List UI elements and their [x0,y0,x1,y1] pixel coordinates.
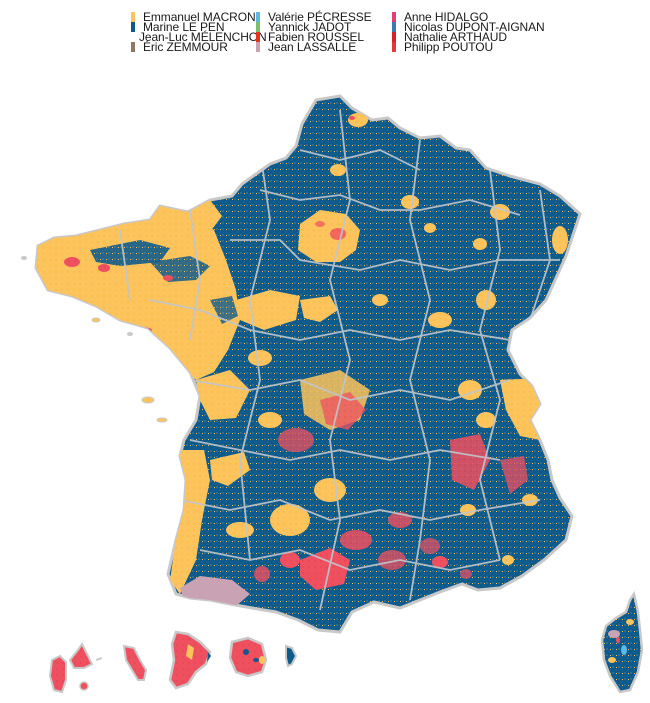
overseas-guadeloupe[interactable] [48,642,103,694]
legend-item-pecresse[interactable]: Valérie PÉCRESSE [256,10,392,24]
legend-item-poutou[interactable]: Philipp POUTOU [392,40,562,54]
legend-swatch [392,32,396,42]
legend-label: Éric ZEMMOUR [143,40,228,54]
legend-column-2: Valérie PÉCRESSE Yannick JADOT Fabien RO… [256,10,392,54]
legend-item-hidalgo[interactable]: Anne HIDALGO [392,10,562,24]
legend-label: Marine LE PEN [143,20,225,34]
legend-swatch [392,42,396,52]
legend-swatch [256,42,260,52]
legend-label: Philipp POUTOU [404,40,494,54]
legend-item-le-pen[interactable]: Marine LE PEN [131,20,256,34]
legend-label: Jean LASSALLE [268,40,357,54]
overseas-mayotte[interactable] [285,644,298,668]
legend-column-1: Emmanuel MACRON Marine LE PEN Jean-Luc M… [131,10,267,54]
legend-label: Fabien ROUSSEL [268,30,364,44]
legend-label: Anne HIDALGO [404,10,489,24]
legend-label: Nathalie ARTHAUD [404,30,507,44]
legend-item-dupont-aignan[interactable]: Nicolas DUPONT-AIGNAN [392,20,562,34]
legend: Emmanuel MACRON Marine LE PEN Jean-Luc M… [131,10,562,54]
corsica[interactable] [600,590,644,694]
legend-item-macron[interactable]: Emmanuel MACRON [131,10,256,24]
legend-label: Yannick JADOT [268,20,352,34]
legend-swatch [256,22,260,32]
legend-item-jadot[interactable]: Yannick JADOT [256,20,392,34]
metropolitan-france[interactable] [21,94,582,634]
legend-swatch [256,32,260,42]
overseas-guyane[interactable] [168,630,212,690]
legend-swatch [256,12,260,22]
legend-swatch [131,22,135,32]
legend-item-melenchon[interactable]: Jean-Luc MÉLENCHON [131,31,267,43]
legend-swatch [131,12,135,22]
overseas-reunion[interactable] [228,636,268,678]
legend-label: Emmanuel MACRON [143,10,256,24]
legend-swatch [131,42,135,52]
department-borders [119,109,560,611]
legend-item-roussel[interactable]: Fabien ROUSSEL [256,30,392,44]
legend-label: Valérie PÉCRESSE [268,10,372,24]
legend-item-lassalle[interactable]: Jean LASSALLE [256,40,392,54]
legend-label: Jean-Luc MÉLENCHON [139,30,267,44]
legend-item-zemmour[interactable]: Éric ZEMMOUR [131,40,256,54]
legend-swatch [392,22,396,32]
legend-swatch [392,12,396,22]
overseas-martinique[interactable] [122,644,148,681]
legend-label: Nicolas DUPONT-AIGNAN [404,20,545,34]
legend-item-arthaud[interactable]: Nathalie ARTHAUD [392,30,562,44]
legend-column-3: Anne HIDALGO Nicolas DUPONT-AIGNAN Natha… [392,10,562,54]
